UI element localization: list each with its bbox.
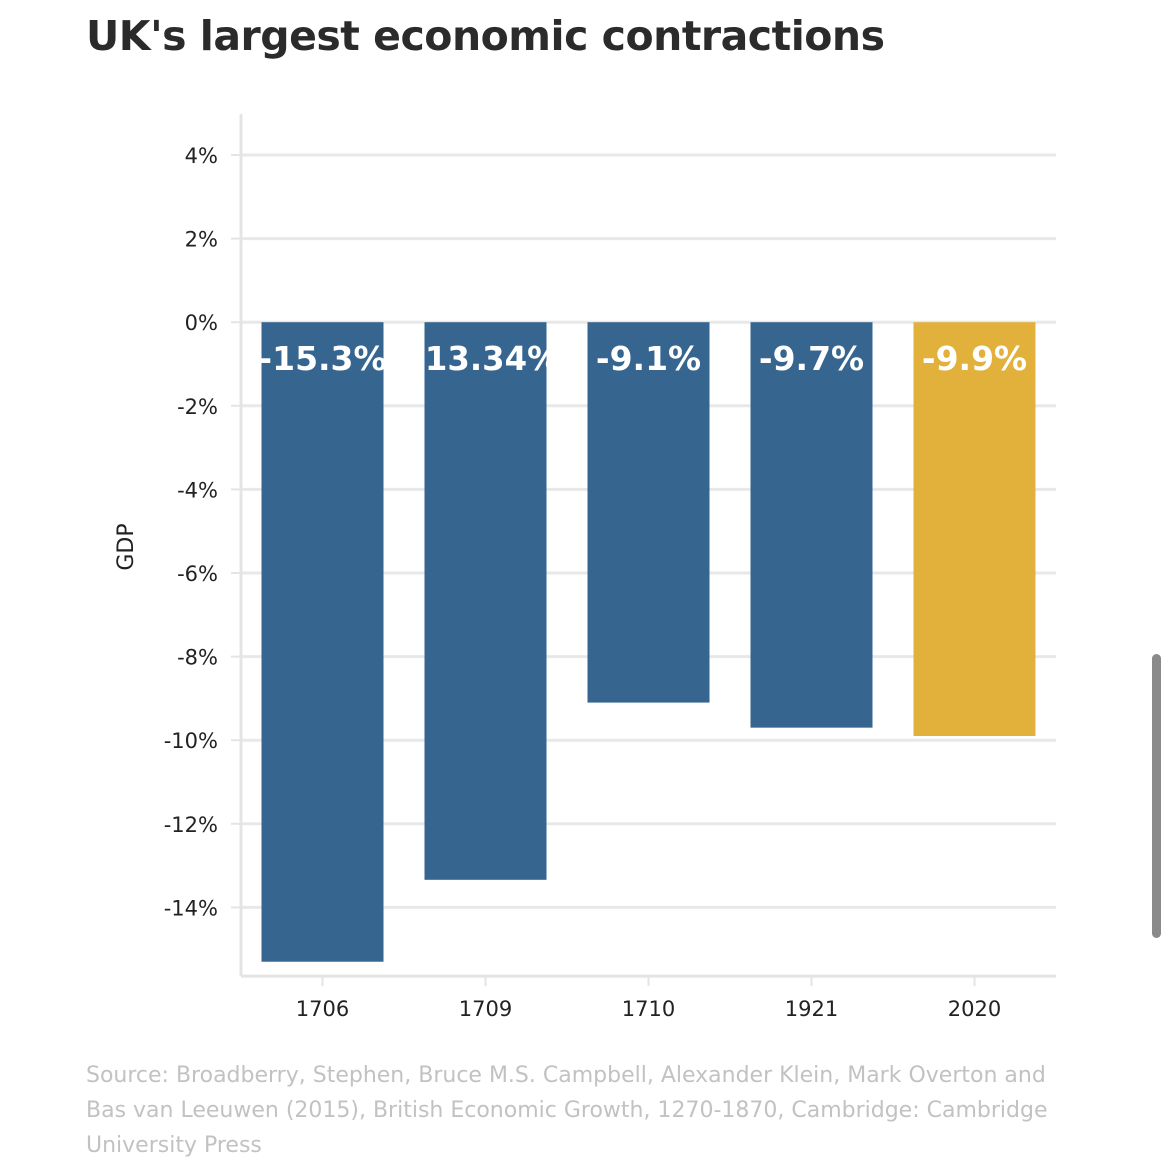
scrollbar-thumb[interactable] (1152, 654, 1161, 938)
data-label: -9.1% (596, 339, 701, 378)
y-tick-label: -6% (177, 562, 218, 586)
y-axis-title: GDP (114, 523, 139, 570)
bar-2020 (913, 322, 1036, 737)
data-label: -9.9% (922, 339, 1027, 378)
y-tick-label: -8% (177, 646, 218, 670)
data-label: -9.7% (759, 339, 864, 378)
data-label: -15.3% (258, 339, 386, 378)
bar-1709 (424, 322, 547, 880)
y-tick-label: -12% (164, 813, 218, 837)
y-tick-label: -2% (177, 395, 218, 419)
y-tick-label: -10% (164, 729, 218, 753)
y-tick-label: 2% (185, 228, 218, 252)
y-tick-label: 0% (185, 311, 218, 335)
chart-title: UK's largest economic contractions (86, 12, 885, 60)
x-tick-label: 2020 (948, 997, 1001, 1021)
source-note: Source: Broadberry, Stephen, Bruce M.S. … (86, 1063, 1048, 1158)
x-tick-label: 1921 (785, 997, 838, 1021)
y-tick-label: -4% (177, 478, 218, 502)
bar-1706 (261, 322, 384, 962)
bar-1921 (750, 322, 873, 728)
y-tick-label: -14% (164, 896, 218, 920)
x-tick-label: 1709 (459, 997, 512, 1021)
y-tick-label: 4% (185, 144, 218, 168)
x-tick-label: 1706 (296, 997, 349, 1021)
x-tick-label: 1710 (622, 997, 675, 1021)
bar-chart: 4% 2% 0% -2% -4% -6% -8% -10% -12% -14% GDP 1706 -15… (114, 114, 1056, 1021)
data-label: -13.34% (412, 339, 560, 378)
bar-1710 (587, 322, 710, 703)
